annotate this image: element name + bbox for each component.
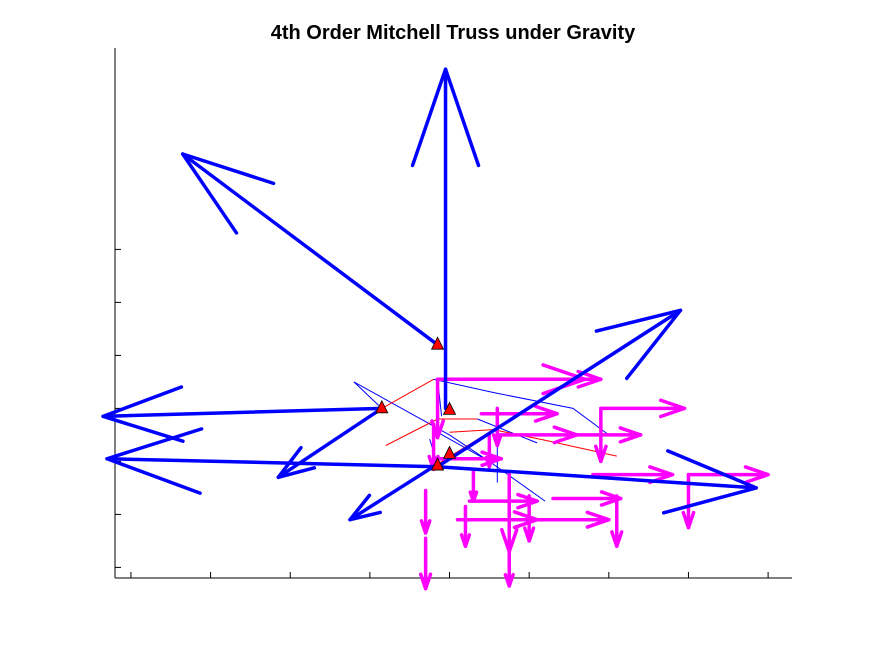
arrow-head [523, 526, 536, 543]
reaction-arrow [105, 427, 440, 495]
arrow-head [105, 427, 204, 495]
arrow-shaft [101, 406, 384, 419]
load-arrow [551, 490, 623, 507]
load-arrow [519, 369, 603, 389]
arrow-shaft [105, 457, 440, 469]
arrow-head [593, 444, 608, 464]
reaction-arrows [101, 67, 758, 522]
arrow-shaft [180, 152, 440, 347]
compression-member [433, 378, 610, 436]
reaction-arrow [410, 67, 481, 411]
arrow-head [503, 572, 515, 588]
arrow-head [681, 510, 696, 530]
arrow-head [661, 449, 758, 515]
reaction-arrow [435, 308, 683, 469]
load-arrow [459, 504, 472, 548]
load-arrow [531, 510, 611, 529]
arrow-head [410, 67, 481, 168]
support-marker [430, 336, 445, 350]
arrow-head [533, 404, 559, 423]
arrow-head [585, 510, 611, 529]
arrow-head [576, 369, 603, 389]
arrow-shaft [435, 308, 683, 469]
arrow-head [480, 450, 504, 468]
compression-member [353, 381, 383, 409]
load-arrow [610, 494, 624, 548]
tension-member [381, 378, 434, 409]
load-arrow [455, 510, 539, 530]
load-arrow [567, 426, 643, 444]
arrow-head [743, 465, 770, 485]
load-arrow [495, 425, 579, 445]
reaction-arrow [348, 462, 440, 522]
arrow-head [180, 152, 276, 235]
truss-members [353, 378, 617, 502]
arrow-shaft [435, 464, 758, 490]
load-arrow [418, 536, 433, 591]
support-marker [430, 457, 445, 471]
arrow-head [658, 398, 687, 419]
arrow-head [516, 492, 539, 510]
tension-member [449, 429, 494, 433]
arrow-head [491, 433, 503, 448]
reaction-arrow [276, 406, 384, 480]
support-marker [442, 445, 457, 459]
load-arrows [418, 363, 770, 591]
axes [114, 48, 792, 579]
arrow-head [599, 490, 623, 507]
arrow-head [610, 530, 624, 548]
arrow-shaft [348, 462, 440, 522]
reaction-arrow [435, 449, 758, 515]
support-marker [442, 401, 457, 415]
reaction-arrow [101, 385, 384, 443]
supports [375, 336, 457, 471]
arrow-head [594, 308, 683, 381]
arrow-shaft [276, 406, 384, 480]
load-arrow [468, 467, 479, 503]
arrow-head [276, 445, 317, 480]
chart-title: 4th Order Mitchell Truss under Gravity [271, 22, 636, 44]
load-arrow [599, 398, 687, 419]
compression-member [353, 381, 546, 502]
compression-member [437, 431, 490, 462]
arrow-head [459, 533, 472, 548]
support-marker [375, 399, 389, 414]
reaction-arrow [180, 152, 440, 347]
arrow-head [618, 426, 643, 444]
load-arrow [503, 544, 515, 588]
load-arrow [419, 488, 432, 535]
compression-member [477, 418, 538, 444]
arrow-head [348, 493, 382, 522]
arrow-head [418, 572, 433, 591]
arrow-head [419, 519, 432, 535]
load-arrow [467, 492, 539, 510]
arrow-head [101, 385, 185, 443]
